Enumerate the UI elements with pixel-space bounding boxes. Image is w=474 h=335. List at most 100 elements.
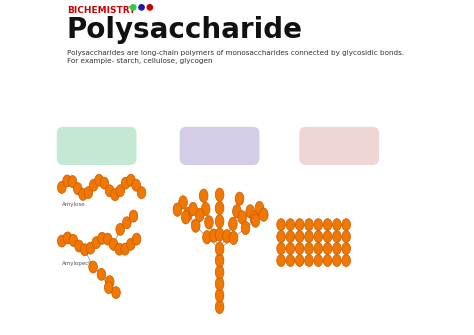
Ellipse shape — [333, 255, 341, 267]
Ellipse shape — [79, 188, 87, 200]
Ellipse shape — [215, 201, 224, 215]
Ellipse shape — [95, 174, 103, 186]
Ellipse shape — [200, 189, 208, 202]
Ellipse shape — [75, 240, 83, 252]
Ellipse shape — [277, 255, 285, 267]
Ellipse shape — [215, 266, 224, 279]
Ellipse shape — [205, 216, 213, 229]
Ellipse shape — [286, 219, 295, 230]
Circle shape — [130, 5, 136, 10]
Ellipse shape — [314, 255, 323, 267]
Ellipse shape — [305, 230, 313, 243]
Ellipse shape — [81, 244, 89, 256]
Ellipse shape — [73, 183, 82, 195]
Ellipse shape — [86, 242, 95, 254]
Ellipse shape — [105, 185, 114, 197]
Ellipse shape — [105, 276, 114, 288]
Ellipse shape — [210, 229, 218, 242]
Ellipse shape — [235, 192, 244, 205]
Ellipse shape — [323, 255, 332, 267]
Ellipse shape — [98, 232, 106, 244]
Ellipse shape — [63, 175, 72, 187]
Ellipse shape — [191, 219, 200, 232]
Ellipse shape — [182, 211, 190, 224]
Ellipse shape — [277, 219, 285, 230]
Ellipse shape — [121, 243, 129, 255]
Ellipse shape — [323, 243, 332, 255]
Ellipse shape — [103, 233, 112, 245]
Ellipse shape — [201, 202, 210, 216]
Ellipse shape — [215, 300, 224, 314]
Ellipse shape — [333, 219, 341, 230]
Ellipse shape — [233, 205, 241, 218]
Ellipse shape — [342, 230, 350, 243]
Ellipse shape — [173, 203, 182, 216]
Ellipse shape — [238, 211, 246, 224]
Ellipse shape — [89, 261, 98, 273]
Ellipse shape — [115, 243, 124, 255]
Ellipse shape — [295, 230, 304, 243]
Ellipse shape — [241, 221, 250, 234]
Ellipse shape — [122, 217, 131, 229]
Ellipse shape — [132, 233, 141, 245]
Ellipse shape — [286, 255, 295, 267]
Ellipse shape — [195, 208, 204, 222]
Ellipse shape — [323, 230, 332, 243]
Circle shape — [147, 5, 153, 10]
Ellipse shape — [228, 217, 237, 230]
Ellipse shape — [342, 219, 350, 230]
Ellipse shape — [323, 219, 332, 230]
Text: Starch: Starch — [76, 141, 117, 151]
Ellipse shape — [90, 179, 98, 191]
Ellipse shape — [229, 231, 238, 245]
Ellipse shape — [57, 182, 66, 193]
Ellipse shape — [277, 243, 285, 255]
Ellipse shape — [277, 230, 285, 243]
Ellipse shape — [127, 174, 135, 186]
Ellipse shape — [223, 229, 231, 243]
Ellipse shape — [100, 177, 109, 189]
Ellipse shape — [215, 215, 224, 228]
Ellipse shape — [342, 255, 350, 267]
Ellipse shape — [179, 196, 187, 209]
Text: Amylose: Amylose — [62, 202, 85, 207]
Text: Amylopectin: Amylopectin — [62, 261, 96, 266]
Ellipse shape — [116, 185, 125, 197]
Ellipse shape — [69, 234, 78, 246]
Ellipse shape — [215, 254, 224, 267]
Text: Polysaccharides are long-chain polymers of monosaccharides connected by glycosid: Polysaccharides are long-chain polymers … — [67, 50, 404, 64]
Ellipse shape — [286, 243, 295, 255]
Ellipse shape — [333, 230, 341, 243]
Ellipse shape — [112, 287, 120, 298]
Ellipse shape — [255, 201, 264, 215]
Ellipse shape — [342, 243, 350, 255]
Ellipse shape — [215, 242, 224, 256]
Ellipse shape — [286, 230, 295, 243]
Ellipse shape — [92, 237, 100, 249]
Ellipse shape — [137, 187, 146, 199]
Text: Glycogen: Glycogen — [191, 141, 248, 151]
Text: BICHEMISTRY: BICHEMISTRY — [67, 6, 135, 15]
Ellipse shape — [314, 243, 323, 255]
FancyBboxPatch shape — [180, 127, 259, 165]
Ellipse shape — [333, 243, 341, 255]
Ellipse shape — [132, 179, 140, 191]
Ellipse shape — [129, 210, 138, 222]
Ellipse shape — [184, 207, 192, 221]
Text: Polysaccharide: Polysaccharide — [67, 16, 303, 44]
Ellipse shape — [250, 211, 259, 225]
Circle shape — [139, 5, 144, 10]
Ellipse shape — [295, 255, 304, 267]
Ellipse shape — [63, 232, 72, 244]
Ellipse shape — [68, 176, 77, 188]
Ellipse shape — [116, 223, 125, 236]
Ellipse shape — [84, 187, 93, 199]
Text: Cellulose: Cellulose — [311, 141, 367, 151]
Ellipse shape — [127, 238, 135, 250]
Ellipse shape — [110, 189, 119, 201]
Ellipse shape — [215, 289, 224, 302]
Ellipse shape — [314, 230, 323, 243]
Ellipse shape — [215, 228, 224, 241]
Ellipse shape — [203, 230, 211, 244]
Ellipse shape — [295, 219, 304, 230]
